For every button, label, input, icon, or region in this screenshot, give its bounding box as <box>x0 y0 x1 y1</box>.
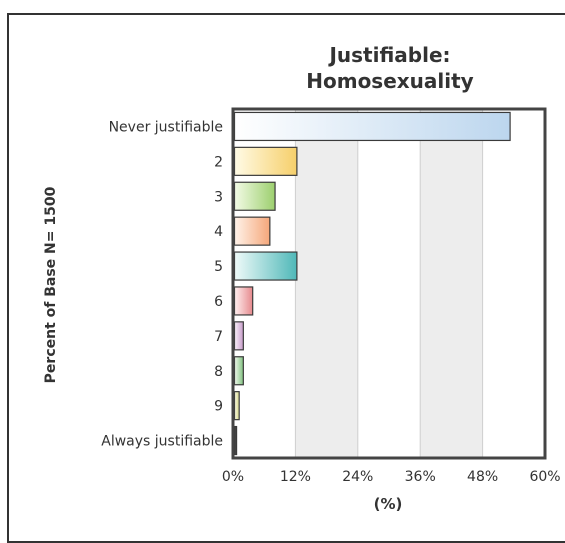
category-label: 2 <box>214 154 223 170</box>
bar <box>233 286 254 316</box>
category-label: Always justifiable <box>101 434 223 450</box>
category-label: 3 <box>214 189 223 205</box>
chart-title-line-1: Justifiable: <box>327 43 450 67</box>
category-label: 5 <box>214 259 223 275</box>
bars <box>233 111 511 456</box>
bar <box>233 181 276 211</box>
grid-band <box>295 109 358 458</box>
grid-bands <box>233 109 545 458</box>
x-tick-labels: 0% 12% 24% 36% 48% 60% <box>222 469 561 485</box>
x-tick-label: 0% <box>222 469 244 485</box>
x-tick-label: 12% <box>280 469 311 485</box>
x-axis-label: (%) <box>374 495 403 513</box>
x-tick-label: 36% <box>405 469 436 485</box>
x-tick-label: 60% <box>529 469 560 485</box>
bar <box>233 111 511 142</box>
bar <box>233 321 244 351</box>
bar <box>233 216 271 246</box>
bar-chart: Justifiable: Homosexuality Never justifi… <box>43 43 561 513</box>
y-axis-label: Percent of Base N= 1500 <box>43 186 59 383</box>
x-tick-label: 24% <box>342 469 373 485</box>
category-labels: Never justifiable 2 3 4 5 6 7 8 9 Always justifia… <box>101 119 223 449</box>
category-label: Never justifiable <box>109 119 223 135</box>
plot-area-border <box>231 107 547 460</box>
category-label: 6 <box>214 294 223 310</box>
chart-title-line-2: Homosexuality <box>306 69 473 93</box>
category-label: 9 <box>214 399 223 415</box>
category-label: 7 <box>214 329 223 345</box>
bar <box>233 146 298 176</box>
bar <box>233 391 240 421</box>
category-label: 4 <box>214 224 223 240</box>
grid-band <box>482 109 545 458</box>
bar <box>233 356 244 386</box>
grid-band <box>357 109 421 458</box>
bar <box>233 251 298 281</box>
bar <box>233 425 238 456</box>
category-label: 8 <box>214 364 223 380</box>
x-tick-label: 48% <box>467 469 498 485</box>
grid-band <box>420 109 483 458</box>
